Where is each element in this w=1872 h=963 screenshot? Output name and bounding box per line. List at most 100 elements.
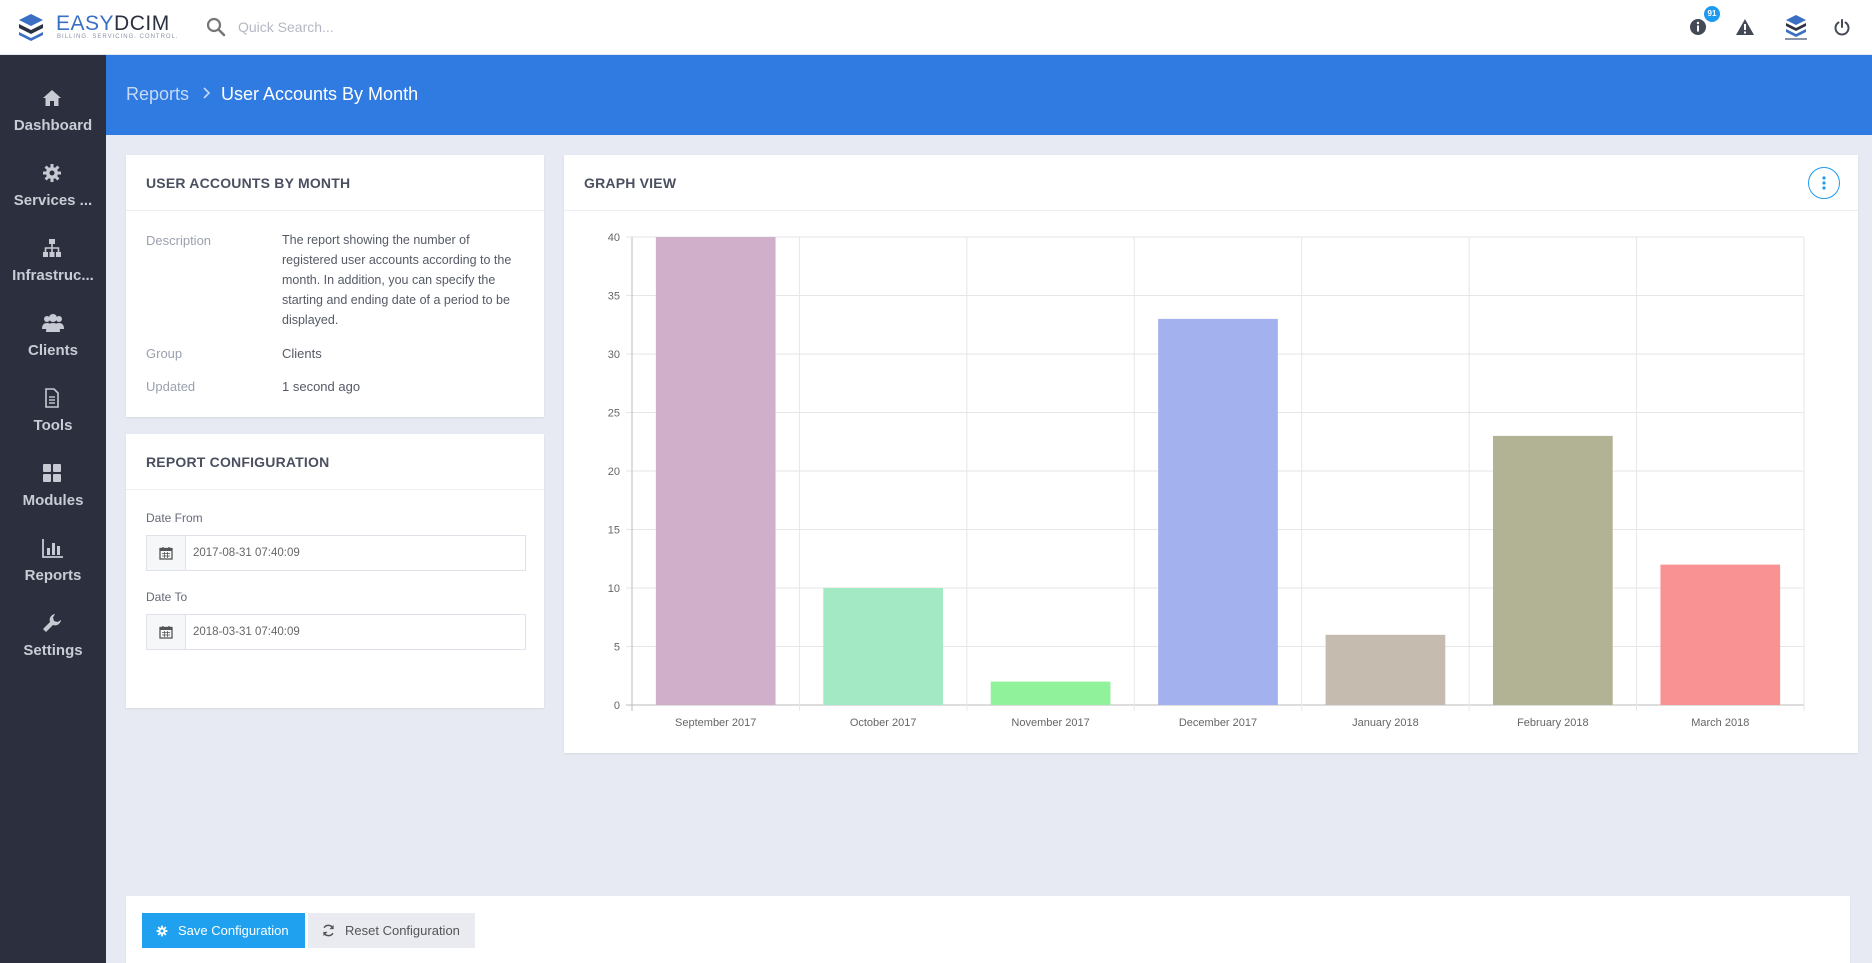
save-button-label: Save Configuration xyxy=(178,923,289,938)
brand-name: EASYDCIM xyxy=(56,12,170,35)
x-tick-label: March 2018 xyxy=(1691,717,1749,729)
users-icon xyxy=(42,314,64,332)
sidebar-item-dashboard[interactable]: Dashboard xyxy=(0,74,106,149)
info-icon xyxy=(1690,19,1706,35)
logout-button[interactable] xyxy=(1829,14,1855,40)
search-icon xyxy=(206,17,226,37)
calendar-addon[interactable] xyxy=(147,536,186,570)
sidebar-item-label: Tools xyxy=(33,417,73,434)
breadcrumb-reports-link[interactable]: Reports xyxy=(126,84,190,104)
quick-search xyxy=(206,14,606,40)
bar[interactable] xyxy=(655,237,776,705)
chevron-right-icon xyxy=(203,87,211,99)
y-tick-label: 35 xyxy=(608,291,620,303)
y-tick-label: 25 xyxy=(608,408,620,420)
x-tick-label: November 2017 xyxy=(1011,717,1089,729)
y-tick-label: 30 xyxy=(608,349,620,361)
top-bar: EASYDCIM BILLING. SERVICING. CONTROL. 91 xyxy=(0,0,1872,55)
sidebar-item-label: Reports xyxy=(24,567,82,584)
reset-configuration-button[interactable]: Reset Configuration xyxy=(308,913,475,948)
warning-icon xyxy=(1736,19,1754,35)
refresh-icon xyxy=(323,924,334,937)
sitemap-icon xyxy=(43,239,61,257)
date-to-field xyxy=(146,614,526,650)
gear-icon xyxy=(43,164,61,182)
date-to-label: Date To xyxy=(146,590,188,604)
sidebar-item-label: Infrastruc... xyxy=(12,267,94,284)
updated-value: 1 second ago xyxy=(282,379,361,394)
x-tick-label: January 2018 xyxy=(1352,717,1419,729)
bar[interactable] xyxy=(1325,634,1446,705)
bar[interactable] xyxy=(1493,435,1613,705)
bar[interactable] xyxy=(1158,318,1278,705)
bar-chart-icon xyxy=(42,539,63,558)
file-icon xyxy=(45,388,59,408)
x-tick-label: February 2018 xyxy=(1517,717,1589,729)
graph-view-card: GRAPH VIEW 0 5 10 15 20 25 30 35 40 September 201… xyxy=(564,155,1858,753)
group-value: Clients xyxy=(282,346,322,361)
bar[interactable] xyxy=(990,681,1111,705)
sidebar-item-label: Settings xyxy=(23,642,83,659)
wrench-icon xyxy=(43,614,61,632)
action-bar: Save Configuration Reset Configuration xyxy=(126,896,1850,963)
y-tick-label: 5 xyxy=(614,642,620,654)
y-tick-label: 20 xyxy=(608,466,620,478)
home-icon xyxy=(43,90,61,106)
calendar-icon xyxy=(159,547,173,560)
sidebar-item-infrastructure[interactable]: Infrastruc... xyxy=(0,224,106,299)
y-tick-label: 0 xyxy=(614,700,620,712)
group-label: Group xyxy=(146,346,183,361)
sidebar-item-label: Clients xyxy=(27,342,78,359)
sidebar-item-clients[interactable]: Clients xyxy=(0,299,106,374)
bar[interactable] xyxy=(1660,564,1781,705)
page-title: User Accounts By Month xyxy=(221,84,419,104)
date-from-input[interactable] xyxy=(193,536,513,570)
avatar-logo-icon xyxy=(1785,15,1807,40)
report-info-card: USER ACCOUNTS BY MONTH Description The r… xyxy=(126,155,544,417)
info-notifications-button[interactable]: 91 xyxy=(1685,6,1720,40)
divider xyxy=(564,210,1858,211)
y-tick-label: 40 xyxy=(608,232,620,244)
divider xyxy=(126,210,544,211)
page-header: Reports User Accounts By Month xyxy=(106,55,1872,135)
description-text: The report showing the number of registe… xyxy=(282,233,512,327)
calendar-addon[interactable] xyxy=(147,615,186,649)
user-avatar-button[interactable] xyxy=(1781,14,1811,40)
sidebar: Dashboard Services ... Infrastruc... xyxy=(0,55,106,963)
y-tick-label: 15 xyxy=(608,525,620,537)
bar[interactable] xyxy=(823,588,943,705)
bar-chart: 0 5 10 15 20 25 30 35 40 September 2017 October 20… xyxy=(608,232,1805,729)
search-input[interactable] xyxy=(238,14,598,40)
y-tick-label: 10 xyxy=(608,583,620,595)
sidebar-item-label: Dashboard xyxy=(13,117,93,134)
sidebar-item-tools[interactable]: Tools xyxy=(0,374,106,449)
sidebar-item-label: Services ... xyxy=(13,192,93,209)
date-to-input[interactable] xyxy=(193,615,513,649)
more-vertical-icon xyxy=(1822,176,1826,190)
x-tick-label: December 2017 xyxy=(1179,717,1257,729)
card-title: GRAPH VIEW xyxy=(584,175,677,191)
description-label: Description xyxy=(146,233,212,248)
card-title: USER ACCOUNTS BY MONTH xyxy=(146,175,351,191)
sidebar-item-reports[interactable]: Reports xyxy=(0,524,106,599)
app-logo[interactable]: EASYDCIM BILLING. SERVICING. CONTROL. xyxy=(16,10,178,44)
report-configuration-card: REPORT CONFIGURATION Date From Date To xyxy=(126,434,544,708)
x-tick-label: October 2017 xyxy=(850,717,917,729)
grid-icon xyxy=(43,464,61,482)
alerts-button[interactable] xyxy=(1732,14,1758,40)
x-tick-label: September 2017 xyxy=(675,717,756,729)
logo-mark-icon xyxy=(19,14,43,41)
graph-options-button[interactable] xyxy=(1808,167,1840,199)
date-from-label: Date From xyxy=(146,511,203,525)
sidebar-item-services[interactable]: Services ... xyxy=(0,149,106,224)
date-from-field xyxy=(146,535,526,571)
reset-button-label: Reset Configuration xyxy=(345,923,460,938)
divider xyxy=(126,489,544,490)
notification-badge: 91 xyxy=(1704,6,1720,22)
save-configuration-button[interactable]: Save Configuration xyxy=(142,913,305,948)
gear-icon xyxy=(156,925,168,936)
updated-label: Updated xyxy=(146,379,196,394)
sidebar-item-modules[interactable]: Modules xyxy=(0,449,106,524)
sidebar-item-settings[interactable]: Settings xyxy=(0,599,106,674)
sidebar-item-label: Modules xyxy=(22,492,84,509)
